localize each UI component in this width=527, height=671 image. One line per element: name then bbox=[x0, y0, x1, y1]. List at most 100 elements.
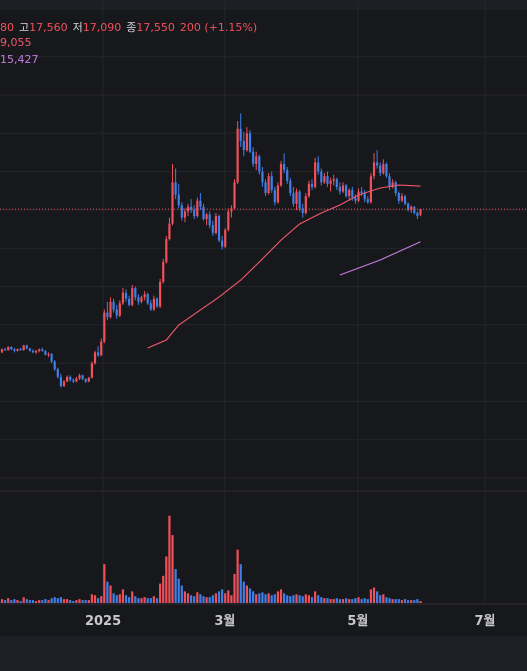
candle-body bbox=[292, 193, 295, 204]
candle-body bbox=[258, 156, 261, 172]
candle-body bbox=[419, 209, 422, 215]
candle-body bbox=[379, 165, 382, 174]
candle-body bbox=[354, 197, 357, 201]
candle-body bbox=[208, 214, 211, 226]
candle-body bbox=[326, 176, 329, 184]
volume-bar bbox=[221, 589, 224, 603]
candle-body bbox=[38, 349, 41, 351]
candle-body bbox=[159, 281, 162, 307]
candle-body bbox=[146, 294, 149, 304]
candle-body bbox=[28, 348, 32, 351]
volume-bar bbox=[115, 595, 118, 603]
candle-body bbox=[128, 298, 131, 305]
candle-body bbox=[44, 351, 47, 355]
candle-body bbox=[177, 194, 180, 206]
candle-body bbox=[165, 239, 168, 262]
candle-body bbox=[403, 196, 407, 204]
volume-bar bbox=[128, 597, 131, 603]
candle-body bbox=[264, 182, 267, 194]
volume-bar bbox=[407, 600, 410, 603]
candle-body bbox=[289, 180, 292, 194]
volume-bar bbox=[109, 585, 112, 603]
moving-average bbox=[147, 184, 421, 349]
volume-bar bbox=[326, 598, 329, 603]
candle-body bbox=[41, 349, 44, 352]
volume-bar bbox=[47, 600, 50, 603]
candle-body bbox=[121, 292, 125, 304]
candle-body bbox=[103, 312, 106, 342]
candle-body bbox=[369, 176, 373, 203]
volume-bar bbox=[205, 597, 208, 603]
volume-bar bbox=[279, 589, 283, 603]
candle-body bbox=[286, 170, 289, 181]
candle-body bbox=[394, 182, 397, 194]
candle-body bbox=[134, 288, 137, 298]
volume-bar bbox=[66, 599, 69, 603]
candle-body bbox=[78, 375, 81, 379]
candle-body bbox=[152, 298, 156, 310]
candle-body bbox=[314, 162, 317, 187]
volume-bar bbox=[165, 556, 168, 603]
candle-body bbox=[295, 191, 298, 204]
candle-body bbox=[75, 378, 78, 382]
x-tick-label: 3월 bbox=[214, 613, 235, 629]
candle-body bbox=[155, 298, 159, 307]
volume-bar bbox=[90, 594, 94, 603]
candle-body bbox=[202, 206, 205, 220]
candle-body bbox=[205, 214, 208, 220]
candle-body bbox=[118, 303, 121, 316]
header-text: 80 bbox=[0, 21, 14, 34]
volume-bar bbox=[78, 599, 81, 603]
candle-body bbox=[31, 350, 35, 353]
volume-bar bbox=[224, 593, 227, 603]
volume-bar bbox=[183, 591, 187, 603]
volume-bar bbox=[248, 588, 252, 603]
volume-bar bbox=[131, 591, 134, 603]
candle-body bbox=[214, 216, 218, 233]
volume-bar bbox=[19, 601, 22, 603]
volume-bar bbox=[155, 598, 159, 603]
header-text: 고 bbox=[19, 21, 30, 34]
volume-bar bbox=[62, 599, 66, 603]
candle-body bbox=[261, 171, 264, 183]
candle-body bbox=[310, 183, 314, 187]
candle-body bbox=[217, 216, 221, 241]
volume-bar bbox=[118, 594, 121, 603]
volume-bar bbox=[233, 573, 236, 603]
candle-body bbox=[162, 261, 165, 282]
volume-bar bbox=[366, 599, 369, 603]
candle-body bbox=[307, 183, 311, 197]
candle-body bbox=[81, 375, 84, 380]
volume-bar bbox=[134, 596, 137, 603]
volume-bar bbox=[180, 585, 183, 603]
volume-bar bbox=[56, 598, 59, 603]
candle-body bbox=[87, 377, 90, 382]
candle-body bbox=[180, 205, 183, 218]
header-text: 17,550 bbox=[136, 21, 175, 34]
candle-body bbox=[59, 376, 63, 387]
candle-body bbox=[186, 206, 190, 212]
volume-bar bbox=[289, 596, 292, 603]
candle-body bbox=[323, 176, 326, 183]
legend-entry: 9,055 bbox=[0, 36, 32, 49]
volume-bar bbox=[329, 599, 332, 603]
legend-entry: 15,427 bbox=[0, 53, 39, 66]
candle-body bbox=[391, 182, 394, 187]
header-text: 17,560 bbox=[29, 21, 68, 34]
candle-body bbox=[236, 128, 239, 183]
volume-bar bbox=[242, 581, 245, 603]
volume-bar bbox=[351, 599, 354, 603]
volume-bar bbox=[103, 564, 106, 603]
candle-body bbox=[382, 163, 385, 174]
volume-bar bbox=[217, 591, 221, 603]
volume-bar bbox=[214, 593, 218, 603]
candle-body bbox=[115, 309, 118, 316]
candle-body bbox=[211, 225, 214, 233]
volume-bar bbox=[84, 600, 87, 603]
volume-bar bbox=[273, 594, 276, 603]
volume-bar bbox=[323, 598, 326, 603]
volume-bar bbox=[87, 600, 90, 603]
candle-body bbox=[149, 303, 152, 310]
candle-body bbox=[56, 369, 59, 377]
volume-bar bbox=[413, 600, 416, 603]
